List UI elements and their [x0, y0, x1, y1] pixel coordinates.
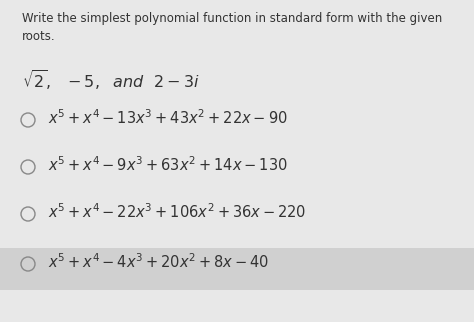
Text: $x^5 + x^4 - 22x^3 + 106x^2 + 36x - 220$: $x^5 + x^4 - 22x^3 + 106x^2 + 36x - 220$ [48, 202, 306, 221]
Text: $x^5 + x^4 - 9x^3 + 63x^2 + 14x - 130$: $x^5 + x^4 - 9x^3 + 63x^2 + 14x - 130$ [48, 155, 288, 174]
Text: $x^5 + x^4 - 13x^3 + 43x^2 + 22x - 90$: $x^5 + x^4 - 13x^3 + 43x^2 + 22x - 90$ [48, 108, 288, 127]
Text: $\sqrt{2},\ \ -5,\ \ \mathit{and}\ \ 2-3i$: $\sqrt{2},\ \ -5,\ \ \mathit{and}\ \ 2-3… [22, 68, 200, 92]
Text: Write the simplest polynomial function in standard form with the given
roots.: Write the simplest polynomial function i… [22, 12, 442, 43]
FancyBboxPatch shape [0, 248, 474, 290]
Text: $x^5 + x^4 - 4x^3 + 20x^2 + 8x - 40$: $x^5 + x^4 - 4x^3 + 20x^2 + 8x - 40$ [48, 252, 269, 271]
